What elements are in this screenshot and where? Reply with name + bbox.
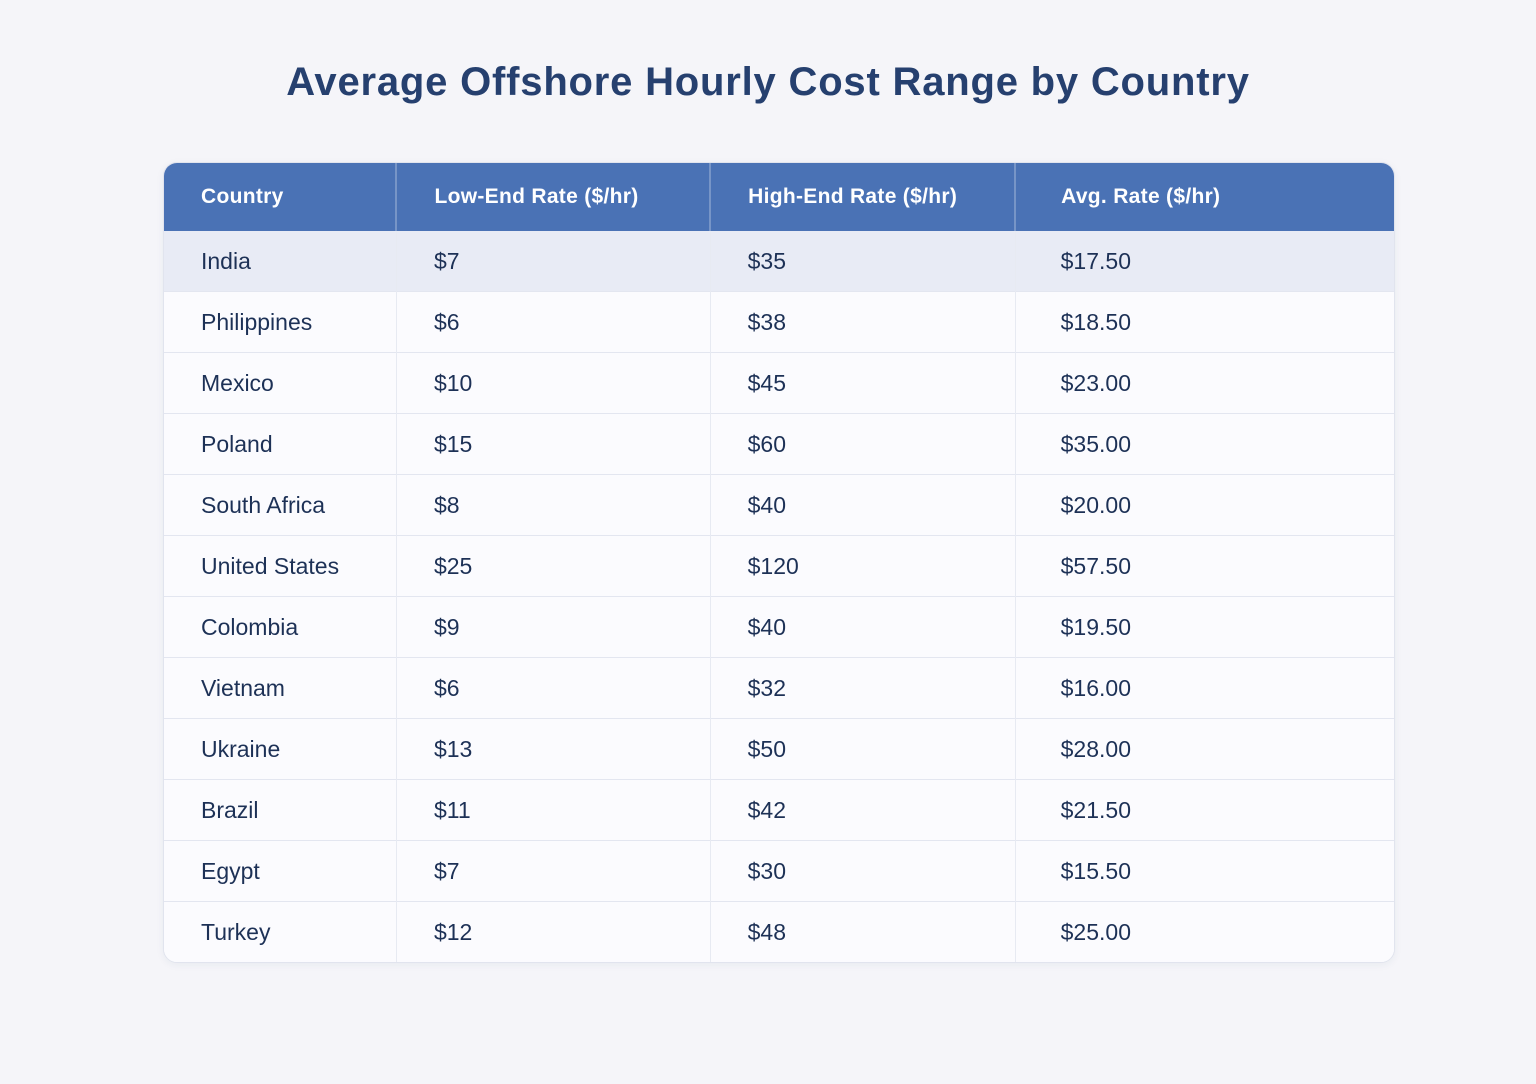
cell-high-rate: $30 <box>709 840 1016 902</box>
cell-high-rate: $40 <box>709 596 1016 658</box>
cell-low-rate: $12 <box>395 901 711 962</box>
cell-country: Egypt <box>164 840 397 902</box>
table-row: Philippines $6 $38 $18.50 <box>164 291 1394 353</box>
cell-high-rate: $48 <box>709 901 1016 962</box>
cell-high-rate: $50 <box>709 718 1016 780</box>
cell-low-rate: $6 <box>395 657 711 719</box>
column-header-high-rate: High-End Rate ($/hr) <box>709 163 1016 231</box>
table-row: Ukraine $13 $50 $28.00 <box>164 718 1394 780</box>
cell-avg-rate: $25.00 <box>1014 901 1394 962</box>
cell-avg-rate: $35.00 <box>1014 413 1394 475</box>
table-row: Vietnam $6 $32 $16.00 <box>164 657 1394 719</box>
table-row: Egypt $7 $30 $15.50 <box>164 840 1394 902</box>
cell-avg-rate: $28.00 <box>1014 718 1394 780</box>
table-row: Poland $15 $60 $35.00 <box>164 413 1394 475</box>
cell-avg-rate: $18.50 <box>1014 291 1394 353</box>
table-row: Colombia $9 $40 $19.50 <box>164 596 1394 658</box>
column-header-country: Country <box>164 163 397 231</box>
page-title: Average Offshore Hourly Cost Range by Co… <box>286 60 1250 104</box>
table-row: Turkey $12 $48 $25.00 <box>164 901 1394 962</box>
table-row: India $7 $35 $17.50 <box>164 231 1394 292</box>
column-header-avg-rate: Avg. Rate ($/hr) <box>1014 163 1394 231</box>
cell-low-rate: $11 <box>395 779 711 841</box>
header-row: Country Low-End Rate ($/hr) High-End Rat… <box>164 163 1394 231</box>
cell-low-rate: $8 <box>395 474 711 536</box>
cell-high-rate: $38 <box>709 291 1016 353</box>
cell-avg-rate: $16.00 <box>1014 657 1394 719</box>
cell-high-rate: $32 <box>709 657 1016 719</box>
cell-low-rate: $6 <box>395 291 711 353</box>
cell-high-rate: $35 <box>709 231 1016 292</box>
cell-avg-rate: $23.00 <box>1014 352 1394 414</box>
page: Average Offshore Hourly Cost Range by Co… <box>0 60 1536 963</box>
cost-table-card: Country Low-End Rate ($/hr) High-End Rat… <box>163 162 1395 963</box>
cell-country: South Africa <box>164 474 397 536</box>
cell-avg-rate: $19.50 <box>1014 596 1394 658</box>
table-row: United States $25 $120 $57.50 <box>164 535 1394 597</box>
cell-country: Colombia <box>164 596 397 658</box>
cell-low-rate: $15 <box>395 413 711 475</box>
cell-country: Brazil <box>164 779 397 841</box>
cost-table: Country Low-End Rate ($/hr) High-End Rat… <box>164 163 1394 962</box>
table-row: South Africa $8 $40 $20.00 <box>164 474 1394 536</box>
cell-country: Turkey <box>164 901 397 962</box>
cell-low-rate: $25 <box>395 535 711 597</box>
cell-high-rate: $42 <box>709 779 1016 841</box>
cell-avg-rate: $57.50 <box>1014 535 1394 597</box>
cell-avg-rate: $15.50 <box>1014 840 1394 902</box>
cell-avg-rate: $21.50 <box>1014 779 1394 841</box>
cell-low-rate: $10 <box>395 352 711 414</box>
cell-low-rate: $7 <box>395 840 711 902</box>
cell-country: India <box>164 231 397 292</box>
cell-country: Poland <box>164 413 397 475</box>
table-body: India $7 $35 $17.50 Philippines $6 $38 $… <box>164 231 1394 962</box>
cell-low-rate: $13 <box>395 718 711 780</box>
cell-country: Philippines <box>164 291 397 353</box>
table-header: Country Low-End Rate ($/hr) High-End Rat… <box>164 163 1394 231</box>
cell-low-rate: $7 <box>395 231 711 292</box>
cell-country: Vietnam <box>164 657 397 719</box>
cell-low-rate: $9 <box>395 596 711 658</box>
cell-avg-rate: $17.50 <box>1014 231 1394 292</box>
column-header-low-rate: Low-End Rate ($/hr) <box>395 163 711 231</box>
table-row: Brazil $11 $42 $21.50 <box>164 779 1394 841</box>
cell-country: Mexico <box>164 352 397 414</box>
cell-high-rate: $60 <box>709 413 1016 475</box>
cell-high-rate: $120 <box>709 535 1016 597</box>
cell-avg-rate: $20.00 <box>1014 474 1394 536</box>
table-row: Mexico $10 $45 $23.00 <box>164 352 1394 414</box>
cell-high-rate: $45 <box>709 352 1016 414</box>
cell-country: Ukraine <box>164 718 397 780</box>
cell-country: United States <box>164 535 397 597</box>
cell-high-rate: $40 <box>709 474 1016 536</box>
